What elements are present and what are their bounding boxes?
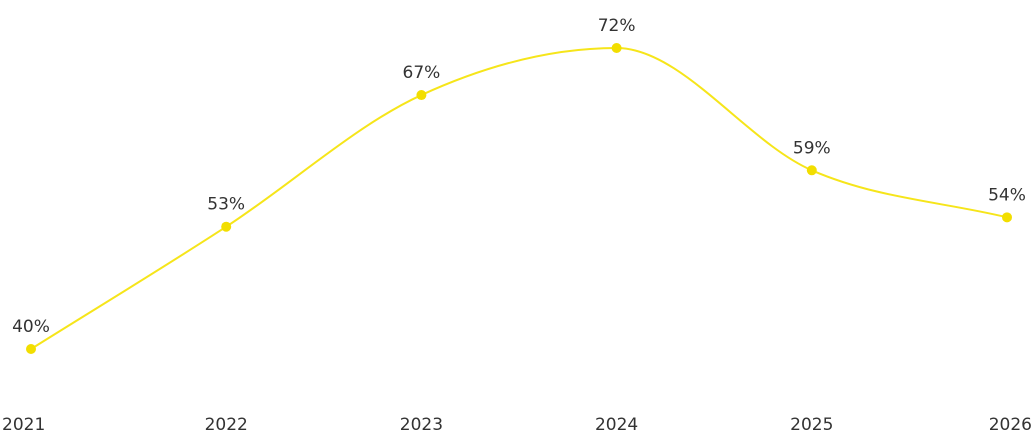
data-label-2023: 67%	[403, 63, 441, 83]
x-tick-label-2023: 2023	[400, 415, 443, 434]
data-label-2025: 59%	[793, 138, 831, 158]
data-label-2022: 53%	[207, 195, 245, 215]
x-tick-label-2021: 2021	[2, 415, 45, 434]
data-label-2021: 40%	[12, 317, 50, 337]
data-labels-group: 40% 53% 67% 72% 59% 54%	[12, 16, 1026, 337]
x-tick-label-2025: 2025	[790, 415, 833, 434]
data-point-2022	[221, 221, 232, 232]
data-point-2026	[1002, 212, 1012, 223]
data-point-2023	[416, 90, 427, 101]
data-point-2025	[806, 165, 817, 176]
data-label-2024: 72%	[598, 16, 636, 36]
x-tick-label-2026: 2026	[989, 415, 1032, 434]
data-label-2026: 54%	[988, 185, 1026, 205]
series-line	[30, 46, 1008, 350]
x-axis-ticks-group: 2021 2022 2023 2024 2025 2026	[2, 415, 1032, 434]
x-tick-label-2024: 2024	[595, 415, 638, 434]
data-point-2021	[26, 344, 36, 354]
series-line-group	[30, 46, 1008, 350]
data-points-group	[26, 43, 1012, 354]
data-point-2024	[611, 43, 622, 53]
x-tick-label-2022: 2022	[205, 415, 248, 434]
